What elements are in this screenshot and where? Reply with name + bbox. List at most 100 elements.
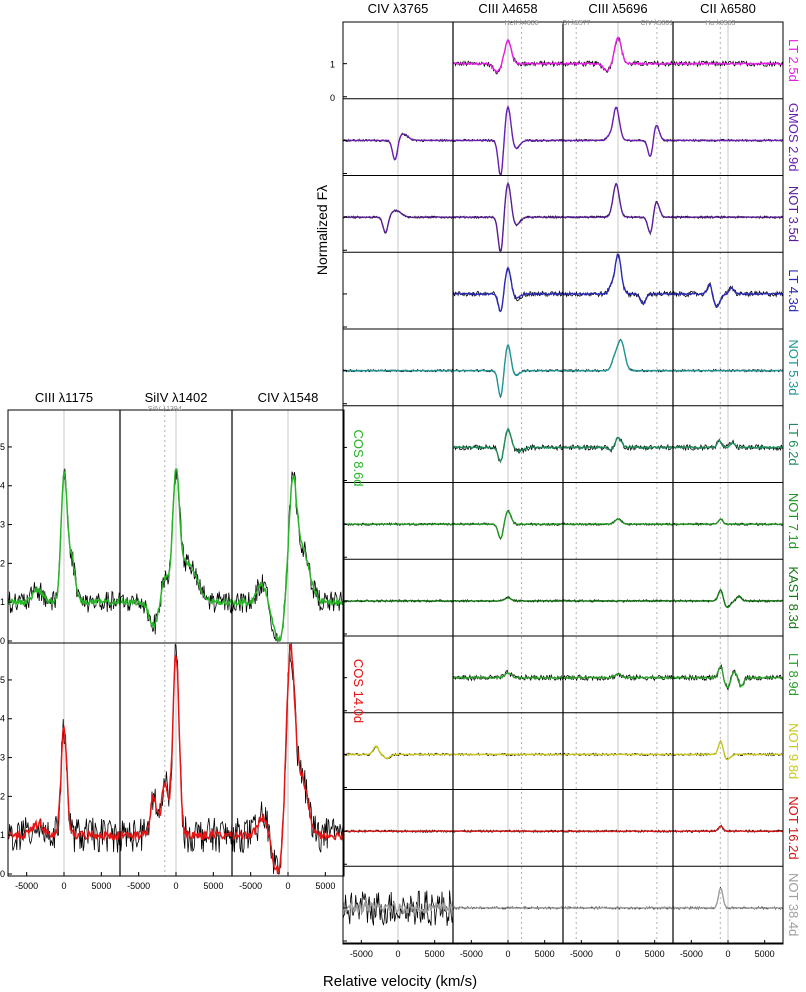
x-tick-label: 0: [615, 949, 620, 959]
y-tick-label: 0: [330, 93, 335, 103]
spectrum-smoothed: [452, 671, 564, 680]
spectrum-smoothed: [672, 439, 784, 450]
spectrum-label: LT 6.2d: [786, 423, 801, 466]
x-tick-label: -5000: [460, 949, 483, 959]
y-tick-label: 4: [0, 714, 5, 724]
y-tick-label: 1: [0, 597, 5, 607]
spectrum-smoothed: [119, 468, 233, 630]
x-tick-label: -5000: [127, 881, 150, 891]
spectrum-label: COS 14.0d: [351, 659, 366, 723]
x-tick-label: -5000: [239, 881, 262, 891]
y-tick-label: 1: [0, 830, 5, 840]
spectrum-smoothed: [453, 182, 564, 253]
spectrum-smoothed: [231, 473, 345, 643]
x-tick-label: 5000: [755, 949, 775, 959]
spectrum-smoothed: [119, 654, 233, 842]
spectrum-smoothed: [342, 369, 454, 372]
spectrum-smoothed: [672, 518, 784, 526]
spectrum-smoothed: [672, 740, 784, 761]
y-tick-label: 2: [0, 558, 5, 568]
spectrum-smoothed: [452, 830, 564, 833]
spectrum-smoothed: [562, 673, 674, 680]
spectrum-smoothed: [672, 887, 784, 910]
x-tick-label: 0: [61, 881, 66, 891]
x-tick-label: 5000: [425, 949, 445, 959]
spectrum-smoothed: [453, 906, 564, 910]
x-tick-label: 5000: [315, 881, 335, 891]
spectrum-observed: [672, 438, 784, 452]
spectrum-smoothed: [342, 599, 453, 603]
spectrum-smoothed: [452, 753, 564, 756]
line-marker-label: CIV λ5801: [641, 20, 674, 27]
y-tick-label: 0: [0, 869, 5, 879]
x-tick-label: 0: [173, 881, 178, 891]
spectrum-smoothed: [7, 725, 121, 842]
y-tick-label: 5: [0, 442, 5, 452]
spectrum-label: NOT 5.3d: [786, 339, 801, 395]
spectrum-observed: [7, 719, 121, 853]
spectrum-smoothed: [672, 369, 784, 372]
spectrum-smoothed: [562, 518, 674, 526]
x-tick-label: 5000: [645, 949, 665, 959]
x-tick-label: 5000: [535, 949, 555, 959]
x-tick-label: -5000: [680, 949, 703, 959]
x-tick-label: -5000: [350, 949, 373, 959]
x-tick-label: 0: [725, 949, 730, 959]
spectrum-smoothed: [342, 830, 454, 833]
spectrum-smoothed: [452, 38, 564, 74]
spectrum-smoothed: [452, 427, 564, 463]
x-tick-label: 0: [285, 881, 290, 891]
spectrum-smoothed: [7, 469, 121, 607]
spectrum-smoothed: [562, 106, 674, 157]
spectrum-smoothed: [562, 436, 674, 451]
optical-column-title: CII λ6580: [700, 1, 756, 16]
line-marker-label: SiIV λ1394: [148, 406, 182, 413]
spectrum-smoothed: [342, 133, 454, 161]
optical-column-title: CIV λ3765: [368, 1, 429, 16]
spectrum-label: NOT 7.1d: [786, 493, 801, 549]
spectrum-label: NOT 3.5d: [786, 186, 801, 242]
x-axis-label: Relative velocity (km/s): [323, 973, 477, 990]
spectrum-label: NOT 38.4d: [786, 873, 801, 936]
x-tick-label: 5000: [91, 881, 111, 891]
spectrum-label: NOT 16.2d: [786, 796, 801, 859]
spectrum-smoothed: [231, 643, 345, 875]
uv-column-title: SiIV λ1402: [145, 390, 208, 405]
spectrum-label: COS 8.6d: [351, 429, 366, 486]
spectrum-smoothed: [452, 596, 564, 603]
y-axis-label: Normalized Fλ: [314, 185, 330, 275]
spectrum-label: KAST 8.3d: [786, 566, 801, 629]
spectrum-smoothed: [342, 209, 454, 234]
spectrum-smoothed: [342, 744, 453, 760]
x-tick-label: -5000: [570, 949, 593, 959]
spectrum-smoothed: [452, 266, 564, 313]
spectrum-smoothed: [672, 665, 784, 689]
y-tick-label: 2: [0, 791, 5, 801]
optical-column-title: CIII λ4658: [478, 1, 537, 16]
spectrum-smoothed: [562, 906, 674, 910]
spectrum-smoothed: [562, 253, 674, 306]
spectrum-smoothed: [562, 830, 673, 833]
spectrum-label: NOT 9.8d: [786, 723, 801, 779]
spectrum-label: GMOS 2.9d: [786, 103, 801, 172]
y-tick-label: 1: [330, 60, 335, 70]
line-marker-label: Hα λ6563: [705, 20, 735, 27]
uv-column-title: CIV λ1548: [258, 390, 319, 405]
spectrum-smoothed: [672, 282, 784, 308]
spectrum-smoothed: [452, 343, 564, 398]
spectrum-smoothed: [562, 36, 674, 72]
spectrum-smoothed: [452, 104, 564, 176]
spectrum-smoothed: [672, 825, 784, 833]
y-tick-label: 3: [0, 753, 5, 763]
spectrum-smoothed: [672, 61, 784, 66]
spectrum-label: LT 4.3d: [786, 269, 801, 312]
y-tick-label: 0: [0, 636, 5, 646]
optical-frame: [342, 21, 784, 945]
spectrum-smoothed: [342, 900, 454, 915]
x-tick-label: 0: [395, 949, 400, 959]
x-tick-label: 5000: [203, 881, 223, 891]
spectrum-smoothed: [452, 509, 564, 540]
y-tick-label: 3: [0, 520, 5, 530]
spectrum-smoothed: [673, 139, 783, 142]
